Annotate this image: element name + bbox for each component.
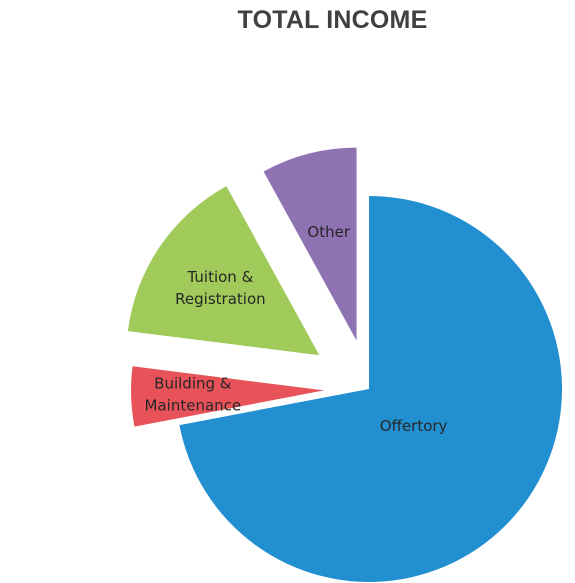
slice-label: Offertory bbox=[380, 417, 448, 435]
chart-title: TOTAL INCOME bbox=[237, 6, 428, 34]
slice-label: Other bbox=[307, 223, 350, 241]
pie-slice-other bbox=[263, 147, 357, 341]
pie-slice-building-maintenance bbox=[131, 366, 325, 427]
slice-label: Tuition & Registration bbox=[175, 268, 265, 308]
pie-slice-offertory bbox=[179, 196, 562, 582]
pie-slice-tuition-registration bbox=[127, 186, 320, 356]
pie-slices bbox=[127, 147, 562, 582]
slice-label: Building & Maintenance bbox=[145, 375, 242, 415]
pie-labels: Offertory Building & Maintenance Tuition & R… bbox=[145, 223, 448, 435]
